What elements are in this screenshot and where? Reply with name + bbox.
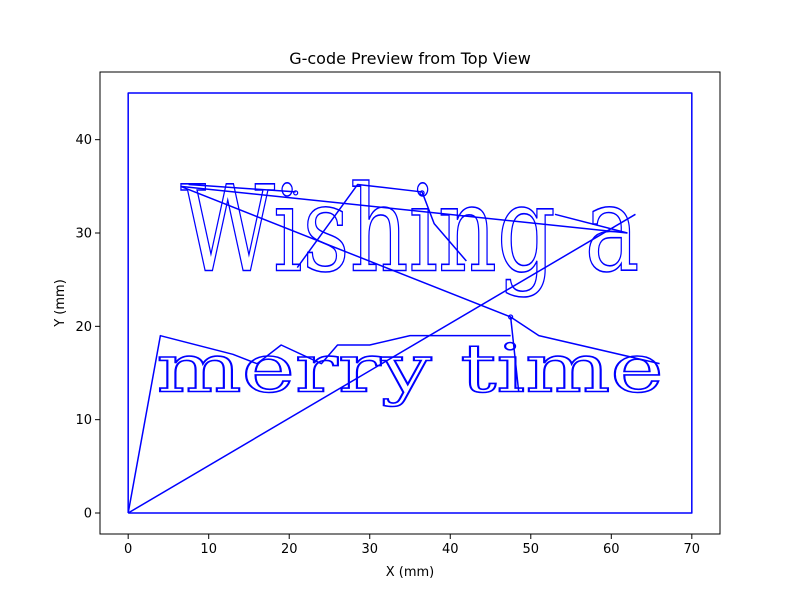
y-tick-label: 10 [75,413,92,428]
x-axis-ticks: 0 10 20 30 40 50 60 70 [124,534,700,557]
engraved-text-line-2: merry time [156,330,663,408]
toolpath-marker-0 [293,190,299,196]
x-axis-label: X (mm) [386,565,435,580]
toolpath-segment-8 [554,213,628,234]
y-axis-ticks: 0 10 20 30 40 [75,133,100,522]
toolpath-segment-2 [127,213,636,514]
x-tick-label: 0 [124,542,132,557]
toolpath-segment-4 [180,185,628,234]
toolpath-marker-2 [508,314,514,320]
y-tick-label: 20 [75,320,92,335]
y-tick-label: 30 [75,227,92,242]
axes-frame [99,71,721,535]
x-tick-label: 70 [684,542,701,557]
engraved-text-line-1: Wishing a [181,161,640,299]
y-axis-label: Y (mm) [53,279,68,328]
toolpath-segment-3 [180,185,660,365]
toolpath-segment-7 [421,191,467,262]
y-tick-label: 0 [84,507,92,522]
chart-title: G-code Preview from Top View [289,49,531,68]
toolpath-segment-6 [296,183,423,268]
x-tick-label: 50 [523,542,540,557]
x-tick-label: 20 [281,542,298,557]
x-tick-label: 30 [361,542,378,557]
toolpath-segment-1 [127,334,511,514]
toolpath-layer [127,92,693,514]
y-tick-label: 40 [75,133,92,148]
x-tick-label: 60 [603,542,620,557]
toolpath-segment-5 [188,183,296,193]
x-tick-label: 40 [442,542,459,557]
engraved-text-layer: Wishing a merry time [156,161,665,409]
x-tick-label: 10 [200,542,217,557]
toolpath-marker-1 [419,190,425,196]
toolpath-segment-0 [127,92,693,514]
toolpath-segment-9 [509,316,520,392]
